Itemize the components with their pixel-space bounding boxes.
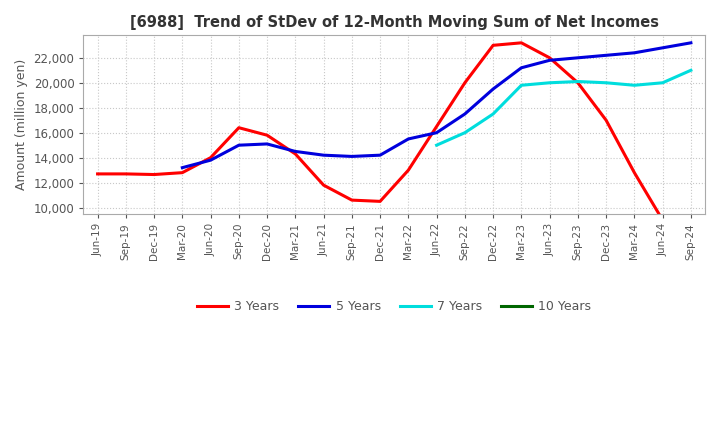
Title: [6988]  Trend of StDev of 12-Month Moving Sum of Net Incomes: [6988] Trend of StDev of 12-Month Moving…	[130, 15, 659, 30]
Legend: 3 Years, 5 Years, 7 Years, 10 Years: 3 Years, 5 Years, 7 Years, 10 Years	[192, 295, 596, 318]
Y-axis label: Amount (million yen): Amount (million yen)	[15, 59, 28, 190]
